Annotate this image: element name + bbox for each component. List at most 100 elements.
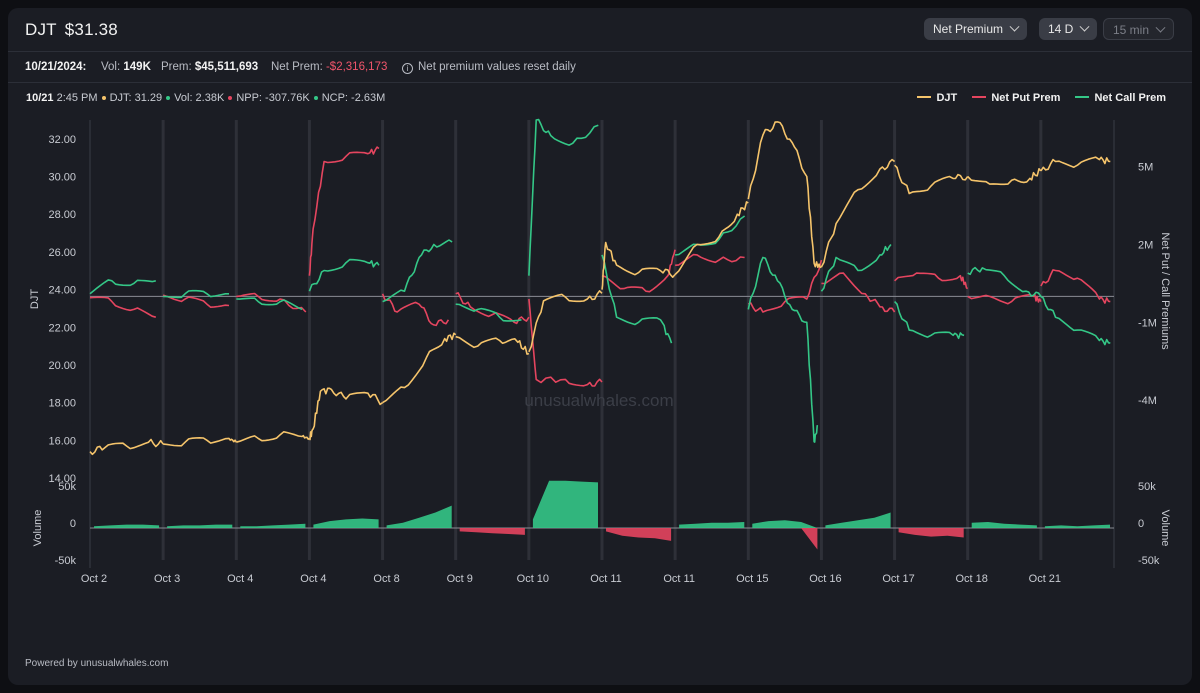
djt-line-segment [1040, 156, 1111, 172]
net-call-line-segment [1040, 295, 1111, 346]
djt-line-segment [308, 387, 384, 441]
volume-area-positive [167, 524, 233, 528]
interval-dropdown-label: 15 min [1113, 23, 1150, 37]
x-tick-label: Oct 10 [517, 573, 549, 585]
footer-credit: Powered by unusualwhales.com [25, 658, 169, 669]
volume-axis-label-right: Volume [1159, 510, 1171, 547]
net-put-line-segment [162, 294, 230, 308]
net-call-line-segment [675, 215, 746, 256]
net-call-line-segment [89, 279, 156, 295]
legend-item-djt[interactable]: DJT [917, 92, 957, 104]
x-tick-label: Oct 16 [809, 573, 841, 585]
net-call-line-segment [308, 258, 380, 292]
interval-dropdown[interactable]: 15 min [1103, 18, 1175, 40]
volume-area-positive [679, 522, 745, 528]
volume-area-positive [386, 505, 452, 528]
volume-area-negative [898, 528, 964, 538]
volume-tick-label: 0 [70, 518, 76, 530]
legend-item-put[interactable]: Net Put Prem [972, 92, 1060, 104]
stats-date: 10/21/2024: [25, 61, 87, 73]
djt-dot-icon [101, 96, 106, 100]
metric-dropdown[interactable]: Net Premium [924, 18, 1028, 40]
djt-line-segment [747, 121, 822, 269]
volume-tick-label: 50k [58, 481, 76, 493]
volume-area-positive [240, 523, 306, 528]
x-tick-label: Oct 18 [956, 573, 988, 585]
volume-area-negative [752, 528, 818, 550]
djt-line-segment [382, 332, 457, 404]
x-tick-label: Oct 4 [300, 573, 326, 585]
volume-area-positive [752, 520, 818, 528]
right-tick-label: 5M [1138, 162, 1153, 174]
x-tick-label: Oct 9 [447, 573, 473, 585]
volume-area-positive [825, 512, 891, 528]
volume-area-positive [971, 522, 1037, 528]
stats-net-premium: Net Prem: -$2,316,173 [271, 61, 388, 73]
net-put-line-segment [747, 259, 823, 313]
djt-line-segment [236, 431, 310, 443]
volume-area-positive [532, 480, 598, 528]
volume-tick-label: -50k [1138, 555, 1160, 567]
net-call-line-segment [894, 301, 965, 340]
ncp-dot-icon [313, 96, 318, 100]
net-put-line-segment [821, 272, 896, 313]
left-tick-label: 28.00 [48, 209, 76, 221]
volume-tick-label: 0 [1138, 518, 1144, 530]
ticker-symbol: DJT [25, 20, 57, 39]
volume-area-positive [313, 518, 379, 528]
net-call-line-segment [601, 254, 673, 344]
volume-axis-label-left: Volume [32, 510, 44, 547]
hover-legend-row: 10/21 2:45 PM DJT: 31.29 Vol: 2.38K NPP: -3… [8, 92, 1192, 108]
stats-volume: Vol: 149K [101, 61, 151, 73]
net-call-line-segment [382, 239, 453, 303]
djt-line-segment [455, 335, 530, 355]
volume-tick-label: -50k [55, 555, 77, 567]
watermark-text: unusualwhales.com [524, 391, 673, 410]
net-put-line-segment [601, 249, 676, 293]
net-put-line-segment [1040, 269, 1111, 304]
net-put-line-segment [381, 293, 450, 327]
net-put-line-segment [89, 296, 157, 318]
djt-line-segment [89, 438, 164, 456]
left-axis-label: DJT [29, 289, 41, 309]
left-tick-label: 30.00 [48, 172, 76, 184]
net-put-line-segment [894, 272, 969, 290]
x-tick-label: Oct 2 [81, 573, 107, 585]
x-tick-label: Oct 11 [590, 573, 622, 585]
left-tick-label: 26.00 [48, 247, 76, 259]
premium-chart[interactable]: unusualwhales.com 32.00 30.00 28.00 26.00 24… [8, 8, 1192, 648]
x-tick-label: Oct 21 [1029, 573, 1061, 585]
net-call-line-segment [163, 289, 229, 299]
net-put-line-segment [236, 292, 307, 313]
x-tick-label: Oct 11 [663, 573, 695, 585]
x-tick-label: Oct 8 [373, 573, 399, 585]
djt-line-segment [163, 437, 237, 447]
range-dropdown-label: 14 D [1048, 22, 1074, 36]
left-tick-label: 32.00 [48, 134, 76, 146]
npp-dot-icon [228, 96, 233, 100]
left-tick-label: 16.00 [48, 435, 76, 447]
volume-area-positive [1044, 524, 1110, 528]
vol-dot-icon [166, 96, 171, 100]
left-tick-label: 20.00 [48, 360, 76, 372]
right-tick-label: -1M [1138, 317, 1157, 329]
net-call-line-segment [455, 303, 522, 322]
djt-line-segment [528, 290, 603, 353]
metric-dropdown-label: Net Premium [933, 22, 1004, 36]
x-tick-label: Oct 17 [882, 573, 914, 585]
legend-item-call[interactable]: Net Call Prem [1075, 92, 1166, 104]
net-put-line-segment [967, 293, 1042, 305]
range-dropdown[interactable]: 14 D [1039, 18, 1098, 40]
info-icon[interactable]: i [402, 63, 413, 74]
net-put-line-segment [308, 146, 380, 276]
djt-line-segment [820, 158, 896, 268]
volume-area-positive [94, 524, 160, 528]
net-call-line-segment [528, 118, 599, 276]
stats-bar: 10/21/2024: Vol: 149K Prem: $45,511,693 … [8, 52, 1192, 83]
djt-line-segment [674, 201, 749, 276]
djt-line-segment [601, 241, 676, 290]
net-call-line-segment [236, 297, 303, 311]
left-tick-label: 14.00 [48, 473, 76, 485]
net-put-line-segment [455, 292, 530, 325]
right-tick-label: -4M [1138, 395, 1157, 407]
